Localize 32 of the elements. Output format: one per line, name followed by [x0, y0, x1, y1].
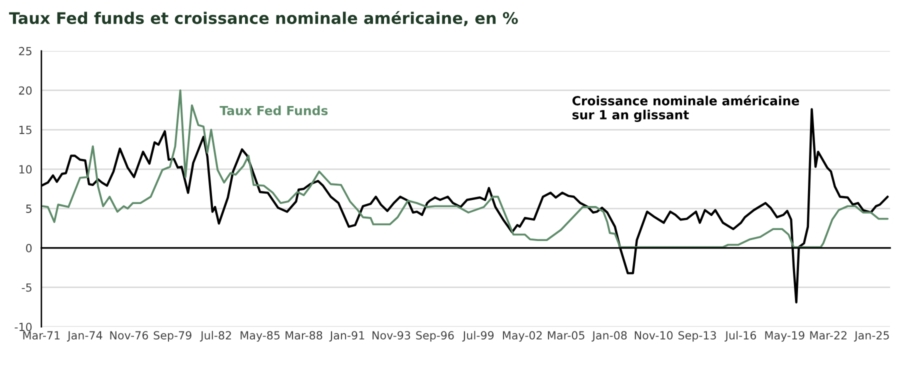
y-tick-label: 20 — [19, 86, 32, 95]
x-tick-label: Nov-93 — [372, 331, 410, 340]
x-tick-label: Jul-82 — [200, 330, 231, 342]
x-tick-label: Mar-22 — [810, 331, 846, 340]
y-tick-label: -5 — [22, 283, 32, 292]
x-tick-label: May-85 — [240, 331, 280, 342]
x-tick-label: Sep-13 — [678, 331, 716, 342]
y-tick-label: 15 — [19, 126, 32, 134]
x-tick-label: Mar-05 — [548, 331, 584, 340]
x-tick-label: Jan-74 — [66, 331, 102, 342]
y-tick-label: 10 — [19, 165, 32, 174]
x-tick-label: May-19 — [765, 331, 804, 342]
y-tick-label: 5 — [26, 204, 32, 213]
x-tick-label: Mar-88 — [286, 331, 322, 340]
chart-title: Taux Fed funds et croissance nominale américaine, en % — [9, 11, 518, 26]
x-tick-label: Nov-76 — [110, 331, 148, 340]
x-tick-label: Jul-99 — [462, 330, 494, 342]
y-tick-label: 25 — [19, 46, 32, 56]
series-label: Taux Fed Funds — [220, 106, 328, 116]
y-tick-label: -10 — [14, 322, 32, 332]
line-series — [42, 89, 889, 248]
x-tick-label: Mar-71 — [23, 331, 60, 340]
series-label: Croissance nominale américaine sur 1 an glissant — [572, 95, 800, 122]
x-tick-label: Sep-96 — [416, 331, 454, 342]
x-tick-label: Jan-91 — [329, 331, 364, 342]
x-tick-label: Sep-79 — [154, 331, 192, 342]
x-tick-label: Jul-16 — [724, 330, 756, 342]
x-tick-label: Jan-08 — [592, 331, 627, 342]
x-tick-label: Jan-25 — [854, 331, 889, 342]
x-tick-label: Nov-10 — [634, 331, 673, 340]
x-tick-label: May-02 — [502, 331, 542, 342]
y-tick-label: 0 — [26, 244, 32, 252]
